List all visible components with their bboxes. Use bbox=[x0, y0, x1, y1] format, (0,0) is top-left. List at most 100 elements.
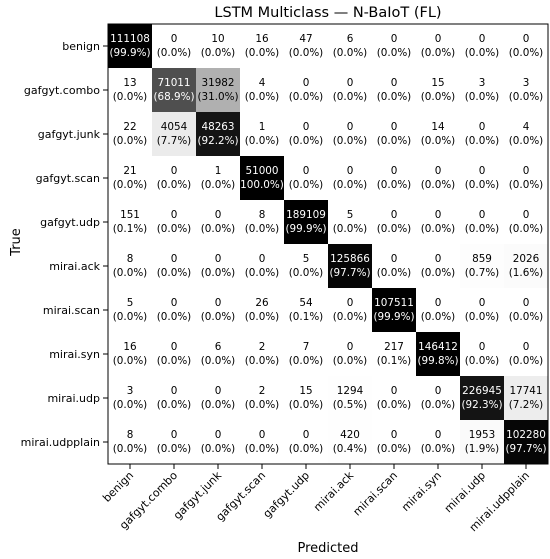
cell-percent-label: (0.0%) bbox=[201, 443, 236, 455]
cell-count-label: 151 bbox=[120, 209, 140, 221]
heatmap-cell bbox=[416, 288, 460, 332]
heatmap-cell bbox=[460, 24, 504, 68]
heatmap-cell bbox=[416, 200, 460, 244]
cell-percent-label: (0.0%) bbox=[289, 443, 324, 455]
cell-count-label: 2 bbox=[259, 385, 266, 397]
heatmap-cell bbox=[108, 420, 152, 464]
heatmap-cell bbox=[460, 68, 504, 112]
heatmap-cell bbox=[416, 112, 460, 156]
cell-percent-label: (0.0%) bbox=[113, 311, 148, 323]
heatmap-cell bbox=[152, 244, 196, 288]
cell-count-label: 1 bbox=[259, 121, 266, 133]
cell-count-label: 71011 bbox=[157, 77, 190, 89]
y-tick-label: mirai.udpplain bbox=[21, 436, 100, 449]
y-tick-label: mirai.syn bbox=[49, 348, 100, 361]
cell-percent-label: (0.0%) bbox=[201, 311, 236, 323]
heatmap-cell bbox=[460, 156, 504, 200]
heatmap-cell bbox=[460, 332, 504, 376]
cell-count-label: 189109 bbox=[286, 209, 326, 221]
cell-percent-label: (0.0%) bbox=[465, 311, 500, 323]
heatmap-cell bbox=[460, 420, 504, 464]
heatmap-cell bbox=[372, 24, 416, 68]
heatmap-cell bbox=[196, 288, 240, 332]
cell-percent-label: (0.0%) bbox=[245, 443, 280, 455]
heatmap-cell bbox=[372, 156, 416, 200]
cell-count-label: 0 bbox=[479, 297, 486, 309]
cell-count-label: 0 bbox=[479, 121, 486, 133]
heatmap-cell bbox=[152, 68, 196, 112]
cell-percent-label: (31.0%) bbox=[197, 91, 238, 103]
y-tick-label: gafgyt.scan bbox=[36, 172, 100, 185]
cell-count-label: 0 bbox=[523, 33, 530, 45]
cell-count-label: 1 bbox=[215, 165, 222, 177]
cell-percent-label: (0.0%) bbox=[377, 135, 412, 147]
heatmap-cell bbox=[372, 332, 416, 376]
cell-percent-label: (0.0%) bbox=[465, 47, 500, 59]
cell-count-label: 0 bbox=[391, 429, 398, 441]
cell-percent-label: (0.0%) bbox=[245, 311, 280, 323]
heatmap-cell bbox=[372, 288, 416, 332]
x-axis-label: Predicted bbox=[297, 541, 358, 556]
cell-percent-label: (0.0%) bbox=[421, 135, 456, 147]
cell-count-label: 48263 bbox=[201, 121, 234, 133]
chart-title: LSTM Multiclass — N-BaIoT (FL) bbox=[214, 5, 441, 21]
cell-percent-label: (0.0%) bbox=[333, 91, 368, 103]
cell-percent-label: (0.0%) bbox=[333, 179, 368, 191]
plot-frame bbox=[107, 23, 549, 465]
cell-percent-label: (0.0%) bbox=[201, 267, 236, 279]
cell-count-label: 16 bbox=[123, 341, 136, 353]
cell-count-label: 6 bbox=[347, 33, 354, 45]
cell-count-label: 0 bbox=[347, 77, 354, 89]
cell-percent-label: (0.0%) bbox=[245, 223, 280, 235]
heatmap-cell bbox=[152, 332, 196, 376]
cell-percent-label: (0.0%) bbox=[245, 135, 280, 147]
heatmap-cell bbox=[372, 420, 416, 464]
heatmap-cell bbox=[372, 112, 416, 156]
cell-count-label: 0 bbox=[171, 33, 178, 45]
cell-percent-label: (1.6%) bbox=[509, 267, 544, 279]
cell-count-label: 1953 bbox=[469, 429, 495, 441]
cell-percent-label: (0.0%) bbox=[421, 91, 456, 103]
heatmap-cell bbox=[240, 288, 284, 332]
cell-count-label: 3 bbox=[479, 77, 486, 89]
cell-count-label: 8 bbox=[127, 253, 134, 265]
heatmap-cell bbox=[152, 112, 196, 156]
heatmap-cell bbox=[108, 200, 152, 244]
heatmap-cell bbox=[196, 376, 240, 420]
cell-count-label: 107511 bbox=[374, 297, 414, 309]
cell-percent-label: (0.0%) bbox=[377, 223, 412, 235]
cell-percent-label: (0.0%) bbox=[157, 399, 192, 411]
cell-count-label: 22 bbox=[123, 121, 136, 133]
cell-percent-label: (0.0%) bbox=[245, 47, 280, 59]
heatmap-cell bbox=[372, 68, 416, 112]
cell-count-label: 0 bbox=[435, 385, 442, 397]
cell-percent-label: (0.0%) bbox=[465, 179, 500, 191]
cell-percent-label: (0.0%) bbox=[509, 91, 544, 103]
cell-count-label: 0 bbox=[215, 385, 222, 397]
cell-count-label: 0 bbox=[171, 209, 178, 221]
cell-percent-label: (0.1%) bbox=[377, 355, 412, 367]
heatmap-cell bbox=[240, 156, 284, 200]
cell-percent-label: (0.5%) bbox=[333, 399, 368, 411]
heatmap-cell bbox=[416, 244, 460, 288]
cell-percent-label: (0.0%) bbox=[421, 47, 456, 59]
cell-percent-label: (0.0%) bbox=[113, 135, 148, 147]
cell-count-label: 8 bbox=[127, 429, 134, 441]
cell-percent-label: (0.0%) bbox=[421, 399, 456, 411]
heatmap-cells: 111108(99.9%)0(0.0%)10(0.0%)16(0.0%)47(0… bbox=[108, 24, 548, 464]
heatmap-cell bbox=[284, 332, 328, 376]
cell-count-label: 0 bbox=[215, 429, 222, 441]
cell-percent-label: (0.0%) bbox=[421, 267, 456, 279]
cell-count-label: 226945 bbox=[462, 385, 502, 397]
cell-count-label: 0 bbox=[435, 429, 442, 441]
cell-count-label: 125866 bbox=[330, 253, 370, 265]
y-tick-label: mirai.ack bbox=[49, 260, 100, 273]
cell-count-label: 10 bbox=[211, 33, 224, 45]
heatmap-cell bbox=[504, 244, 548, 288]
heatmap-cell bbox=[240, 420, 284, 464]
cell-percent-label: (0.0%) bbox=[465, 355, 500, 367]
cell-percent-label: (0.0%) bbox=[421, 311, 456, 323]
cell-count-label: 1294 bbox=[337, 385, 364, 397]
heatmap-cell bbox=[240, 24, 284, 68]
y-tick-label: mirai.udp bbox=[47, 392, 100, 405]
